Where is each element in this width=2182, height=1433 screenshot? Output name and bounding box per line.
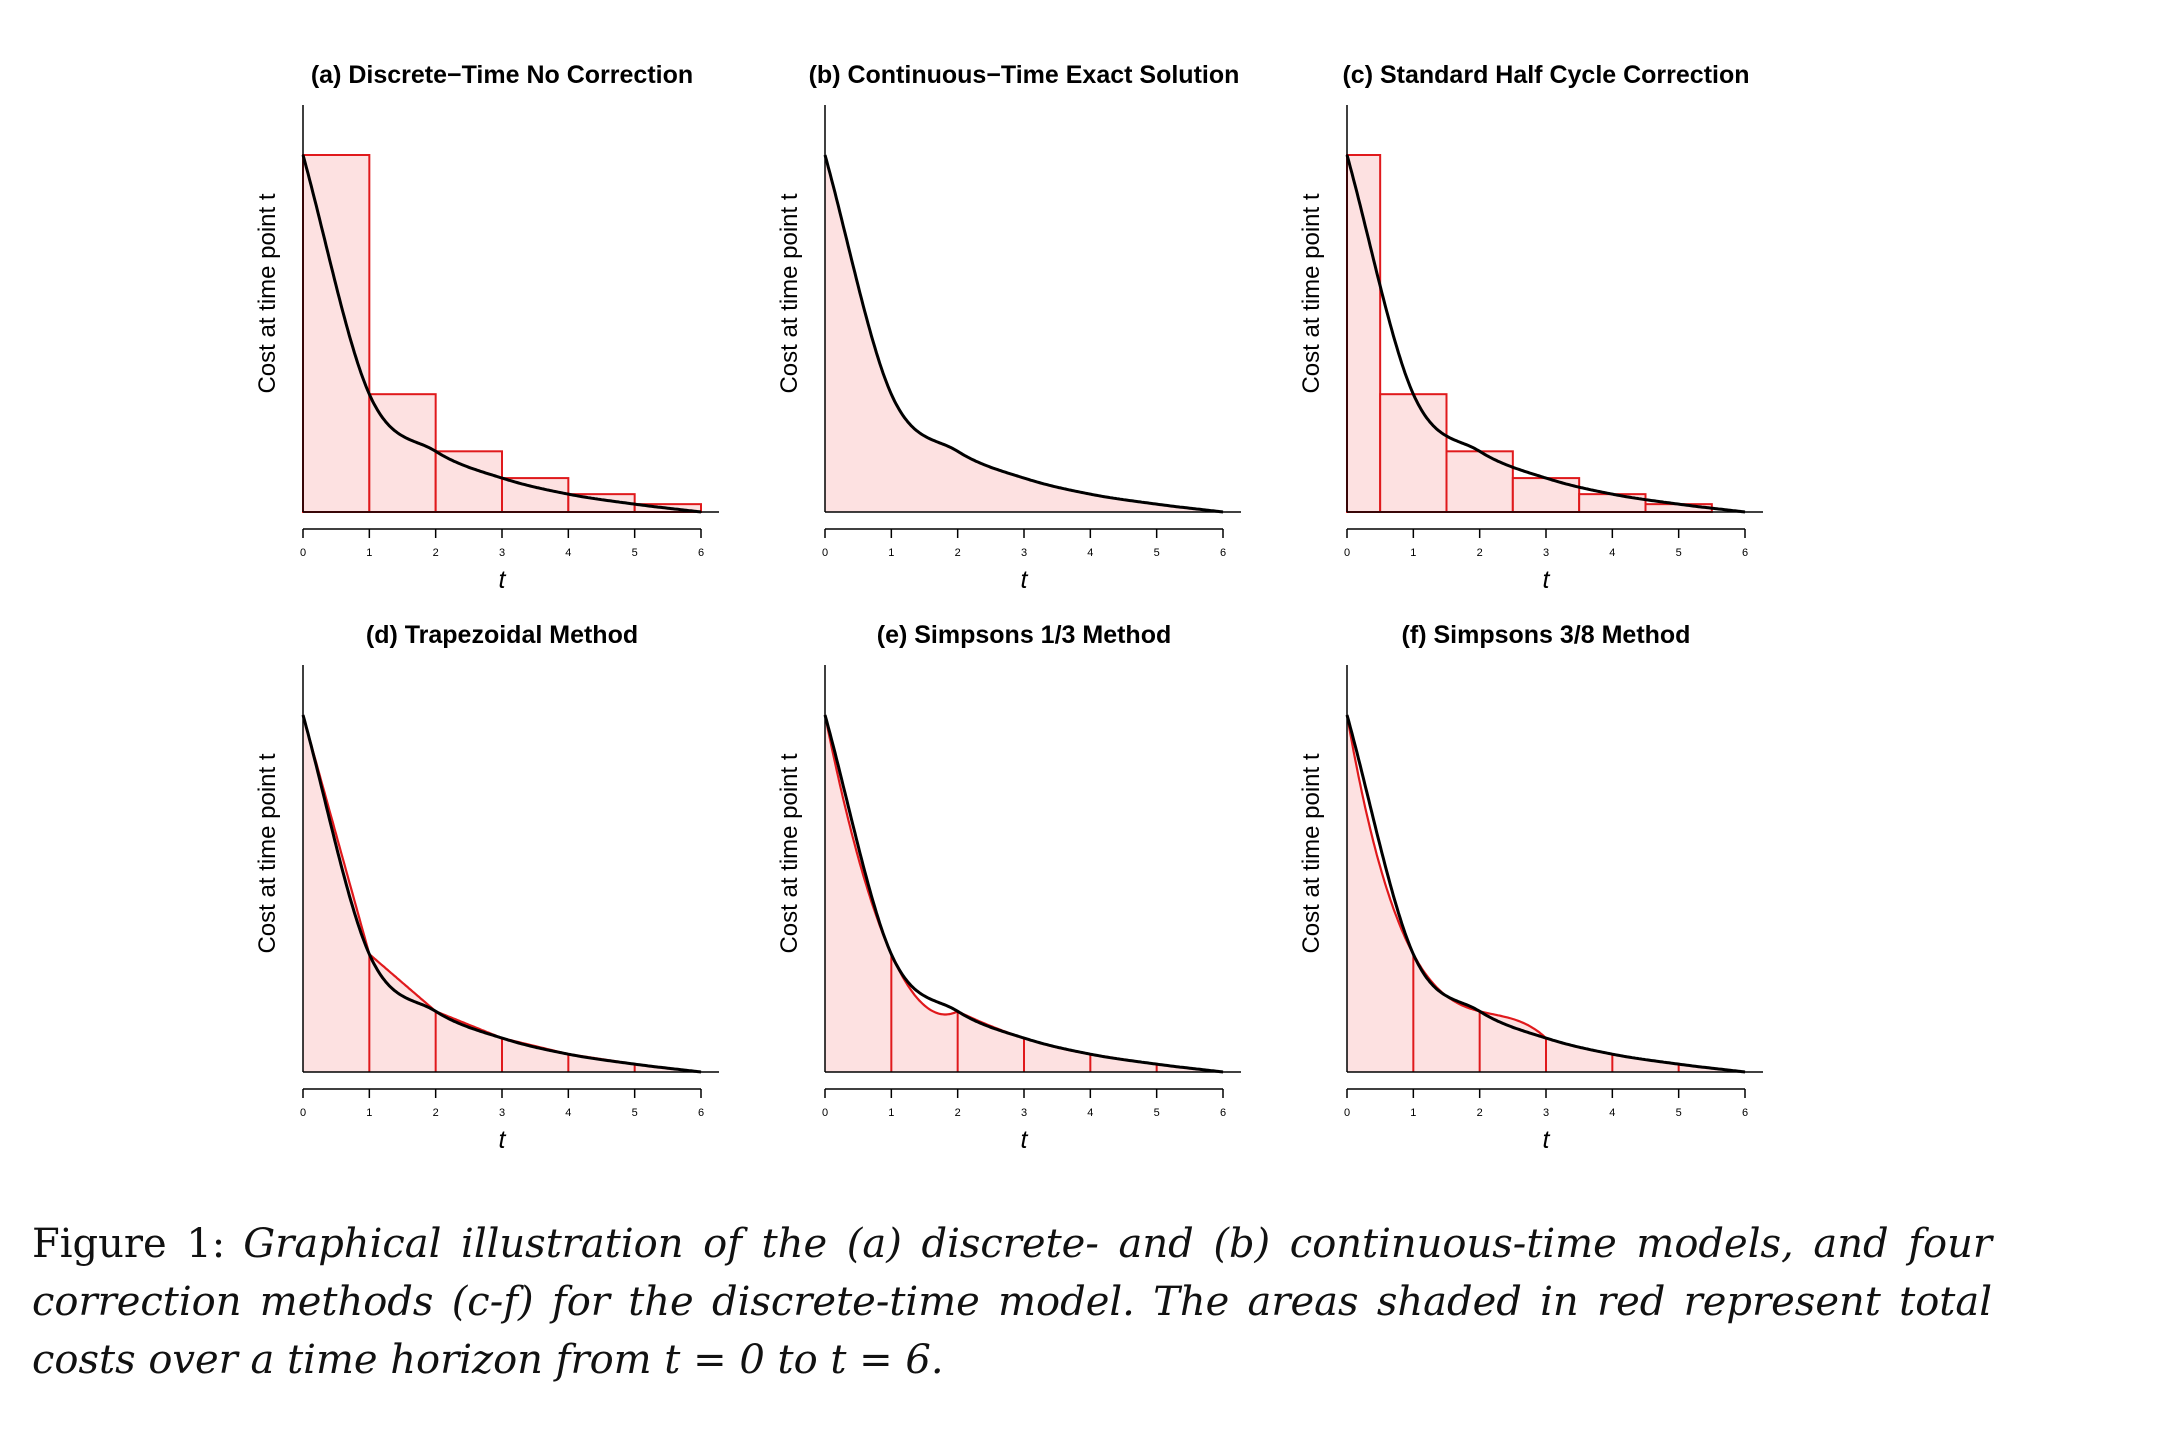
x-tick-label: 0 xyxy=(300,1107,306,1119)
y-axis-label: Cost at time point t xyxy=(254,193,281,393)
chart-panel-a: 0 1 2 3 4 5 6 t Cost at time point t (a) Discrete… xyxy=(254,61,719,594)
x-tick-label: 0 xyxy=(300,547,306,559)
x-tick-label: 2 xyxy=(433,1107,439,1119)
x-tick-label: 0 xyxy=(1344,1107,1350,1119)
y-axis-label: Cost at time point t xyxy=(776,193,803,393)
x-tick-label: 6 xyxy=(1220,1107,1226,1119)
cost-curve xyxy=(823,714,1224,1074)
x-tick-label: 1 xyxy=(1410,1107,1416,1119)
x-tick-label: 5 xyxy=(1154,1107,1160,1119)
x-tick-label: 3 xyxy=(1021,547,1027,559)
x-tick-label: 1 xyxy=(1410,547,1416,559)
y-axis-label: Cost at time point t xyxy=(1298,193,1325,393)
x-tick-label: 1 xyxy=(888,1107,894,1119)
approx-bar xyxy=(1445,450,1514,513)
x-tick-label: 4 xyxy=(1609,547,1615,559)
x-tick-label: 1 xyxy=(366,1107,372,1119)
caption-text: Graphical illustration of the (a) discre… xyxy=(32,1221,1992,1383)
cost-curve xyxy=(301,714,702,1074)
x-tick-label: 0 xyxy=(822,1107,828,1119)
figure-panels: 0 1 2 3 4 5 6 t Cost at time point t (a) Discrete… xyxy=(254,61,1763,1154)
approx-area xyxy=(825,715,1223,1072)
x-tick-label: 4 xyxy=(565,547,571,559)
x-tick-label: 4 xyxy=(1087,547,1093,559)
x-tick-label: 2 xyxy=(433,547,439,559)
x-tick-label: 5 xyxy=(1154,547,1160,559)
chart-title: (d) Trapezoidal Method xyxy=(366,621,638,649)
chart-panel-b: 0 1 2 3 4 5 6 t Cost at time point t (b) Continuo… xyxy=(776,61,1241,594)
x-axis-label: t xyxy=(1543,566,1551,594)
chart-title: (a) Discrete−Time No Correction xyxy=(311,61,693,89)
area-under-curve xyxy=(825,155,1223,512)
x-axis-label: t xyxy=(1021,566,1029,594)
x-tick-label: 1 xyxy=(888,547,894,559)
x-axis-label: t xyxy=(1543,1126,1551,1154)
x-axis-label: t xyxy=(1021,1126,1029,1154)
chart-title: (c) Standard Half Cycle Correction xyxy=(1342,61,1749,89)
x-tick-label: 1 xyxy=(366,547,372,559)
x-tick-label: 6 xyxy=(698,1107,704,1119)
x-tick-label: 6 xyxy=(1742,1107,1748,1119)
chart-panel-c: 0 1 2 3 4 5 6 t Cost at time point t (c) Standard… xyxy=(1298,61,1763,594)
x-tick-label: 3 xyxy=(499,547,505,559)
caption-label: Figure 1: xyxy=(32,1221,226,1267)
chart-title: (e) Simpsons 1/3 Method xyxy=(877,621,1171,649)
x-tick-label: 5 xyxy=(632,1107,638,1119)
x-tick-label: 6 xyxy=(1220,547,1226,559)
chart-title: (f) Simpsons 3/8 Method xyxy=(1402,621,1691,649)
x-tick-label: 0 xyxy=(1344,547,1350,559)
x-tick-label: 2 xyxy=(955,547,961,559)
x-tick-label: 4 xyxy=(1087,1107,1093,1119)
x-tick-label: 4 xyxy=(1609,1107,1615,1119)
x-tick-label: 6 xyxy=(698,547,704,559)
x-tick-label: 3 xyxy=(1021,1107,1027,1119)
x-tick-label: 6 xyxy=(1742,547,1748,559)
x-tick-label: 0 xyxy=(822,547,828,559)
chart-title: (b) Continuous−Time Exact Solution xyxy=(809,61,1240,89)
cost-curve xyxy=(301,154,702,514)
x-tick-label: 2 xyxy=(955,1107,961,1119)
x-tick-label: 2 xyxy=(1477,1107,1483,1119)
x-axis-label: t xyxy=(499,566,507,594)
chart-panel-e: 0 1 2 3 4 5 6 t Cost at time point t (e) Simpsons… xyxy=(776,621,1241,1154)
approx-bar xyxy=(302,154,371,513)
x-tick-label: 3 xyxy=(1543,547,1549,559)
x-tick-label: 5 xyxy=(1676,547,1682,559)
x-tick-label: 3 xyxy=(499,1107,505,1119)
cost-curve xyxy=(1345,154,1746,514)
y-axis-label: Cost at time point t xyxy=(254,753,281,953)
x-axis-label: t xyxy=(499,1126,507,1154)
x-tick-label: 5 xyxy=(632,547,638,559)
chart-panel-d: 0 1 2 3 4 5 6 t Cost at time point t (d) Trapezoi… xyxy=(254,621,719,1154)
x-tick-label: 4 xyxy=(565,1107,571,1119)
chart-panel-f: 0 1 2 3 4 5 6 t Cost at time point t (f) Simpsons… xyxy=(1298,621,1763,1154)
approx-area xyxy=(303,715,701,1072)
y-axis-label: Cost at time point t xyxy=(776,753,803,953)
approx-bar xyxy=(1379,393,1448,513)
approx-bar xyxy=(434,450,503,513)
approx-bar xyxy=(1346,154,1382,513)
approx-bar xyxy=(501,477,570,513)
x-tick-label: 5 xyxy=(1676,1107,1682,1119)
y-axis-label: Cost at time point t xyxy=(1298,753,1325,953)
x-tick-label: 3 xyxy=(1543,1107,1549,1119)
figure-caption: Figure 1: Graphical illustration of the (… xyxy=(32,1215,1992,1389)
cost-curve xyxy=(823,154,1224,514)
approx-area xyxy=(1347,715,1745,1072)
x-tick-label: 2 xyxy=(1477,547,1483,559)
cost-curve xyxy=(1345,714,1746,1074)
